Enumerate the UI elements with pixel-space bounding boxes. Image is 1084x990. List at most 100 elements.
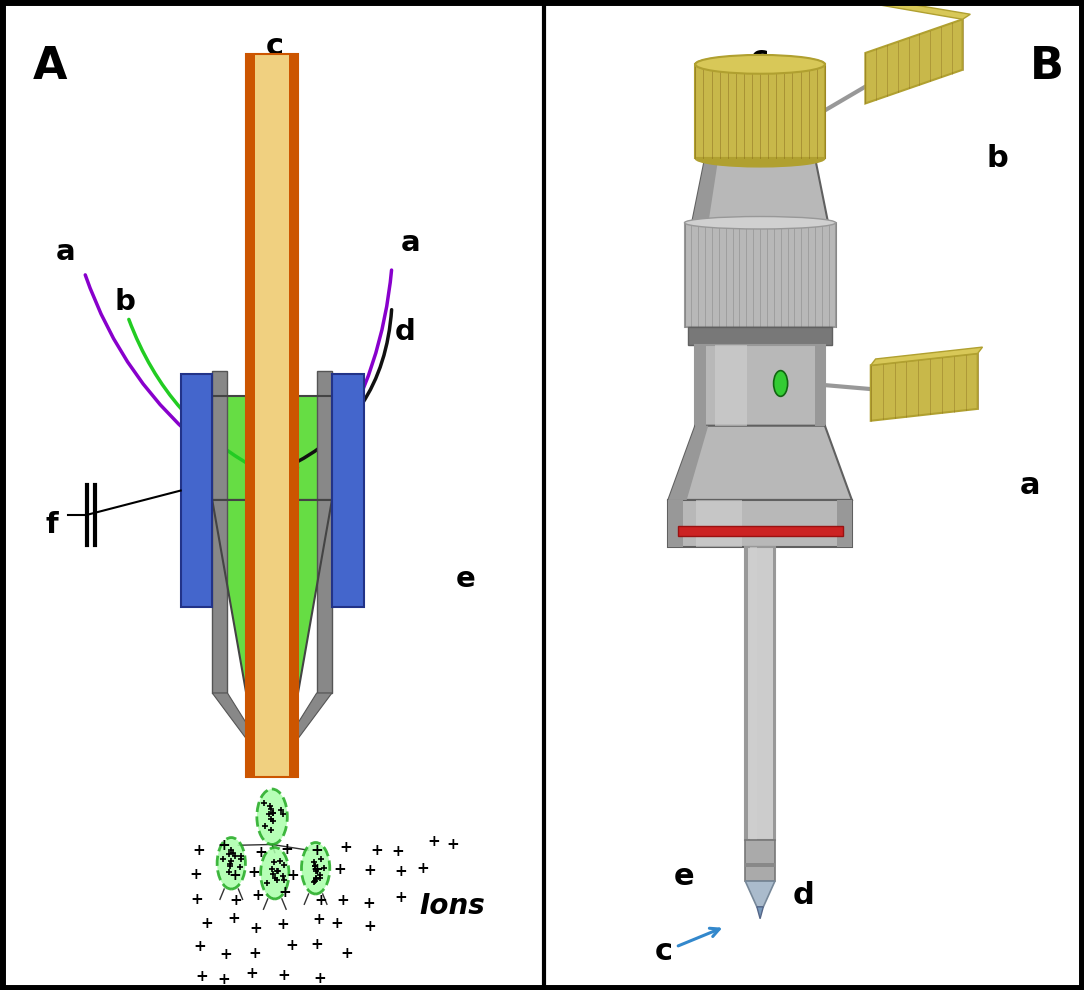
Text: +: +	[229, 893, 242, 908]
Polygon shape	[212, 693, 268, 757]
Text: f: f	[46, 511, 59, 539]
Text: +: +	[195, 968, 208, 983]
Polygon shape	[746, 881, 775, 907]
Text: +: +	[245, 966, 258, 981]
Text: d: d	[395, 318, 416, 346]
Text: +: +	[333, 862, 346, 877]
Polygon shape	[757, 907, 763, 919]
Bar	[181, 374, 212, 607]
Text: +: +	[280, 842, 293, 857]
Text: +: +	[371, 843, 384, 858]
Bar	[837, 500, 852, 547]
Text: +: +	[249, 921, 262, 936]
Text: +: +	[251, 888, 264, 903]
Text: A: A	[33, 45, 67, 87]
Bar	[246, 54, 298, 777]
Text: +: +	[340, 945, 353, 960]
Text: +: +	[363, 863, 376, 878]
Bar	[696, 500, 741, 547]
Text: a: a	[55, 239, 75, 266]
Text: +: +	[362, 896, 375, 911]
Text: +: +	[254, 844, 267, 859]
Bar	[212, 396, 332, 500]
Bar	[746, 547, 748, 840]
Text: +: +	[220, 947, 232, 962]
Bar	[678, 526, 842, 536]
Bar	[289, 54, 298, 777]
Bar	[246, 54, 255, 777]
Bar	[669, 500, 683, 547]
Text: +: +	[276, 917, 289, 932]
Polygon shape	[865, 19, 963, 103]
Polygon shape	[669, 426, 708, 500]
Bar	[317, 371, 332, 693]
Text: B: B	[1030, 45, 1064, 87]
Bar	[669, 500, 852, 547]
Text: b: b	[986, 144, 1008, 173]
Text: +: +	[395, 864, 408, 879]
Circle shape	[260, 847, 289, 899]
Bar	[212, 371, 228, 693]
Text: +: +	[314, 893, 327, 909]
Bar	[255, 54, 289, 777]
Bar	[746, 840, 775, 881]
Text: +: +	[217, 838, 230, 852]
Text: +: +	[249, 945, 261, 961]
Text: e: e	[674, 861, 695, 891]
Circle shape	[257, 789, 287, 844]
Bar	[750, 547, 757, 840]
Bar	[695, 64, 825, 158]
Bar	[695, 345, 825, 426]
Text: +: +	[217, 972, 230, 987]
Ellipse shape	[695, 55, 825, 73]
Text: +: +	[286, 868, 299, 883]
Text: +: +	[416, 860, 429, 876]
Polygon shape	[692, 158, 719, 223]
Text: +: +	[193, 842, 205, 857]
Text: +: +	[190, 892, 203, 908]
Text: c: c	[655, 929, 720, 966]
Polygon shape	[870, 347, 982, 365]
Text: +: +	[310, 861, 323, 876]
Text: d: d	[792, 881, 814, 911]
Polygon shape	[276, 693, 332, 757]
Polygon shape	[212, 500, 332, 772]
Text: +: +	[247, 865, 260, 880]
Text: +: +	[391, 843, 403, 858]
Bar	[688, 327, 831, 345]
Polygon shape	[669, 426, 852, 500]
Text: +: +	[278, 967, 291, 982]
Text: +: +	[336, 893, 349, 908]
Text: +: +	[312, 912, 325, 927]
Text: +: +	[339, 841, 351, 855]
Bar	[212, 396, 332, 500]
Text: +: +	[285, 939, 298, 953]
Bar	[814, 345, 825, 426]
Bar	[695, 345, 706, 426]
Text: a: a	[401, 229, 421, 256]
Ellipse shape	[695, 54, 825, 73]
Text: b: b	[115, 288, 136, 316]
Text: +: +	[313, 970, 326, 986]
Text: +: +	[194, 939, 207, 954]
Circle shape	[774, 370, 788, 396]
Text: +: +	[201, 916, 212, 931]
Ellipse shape	[684, 217, 836, 229]
Text: +: +	[395, 890, 408, 906]
Text: +: +	[310, 938, 323, 952]
Bar	[684, 223, 836, 327]
Text: +: +	[228, 912, 240, 927]
Text: +: +	[189, 867, 202, 882]
Text: a: a	[1020, 470, 1041, 500]
Bar	[746, 863, 775, 866]
Bar	[714, 345, 747, 426]
Ellipse shape	[695, 149, 825, 167]
Text: +: +	[363, 920, 376, 935]
Bar	[332, 374, 363, 607]
Bar	[773, 547, 775, 840]
Text: +: +	[279, 885, 291, 900]
Text: +: +	[427, 835, 440, 849]
Text: +: +	[330, 916, 343, 931]
Polygon shape	[692, 158, 828, 223]
Text: +: +	[447, 838, 460, 852]
